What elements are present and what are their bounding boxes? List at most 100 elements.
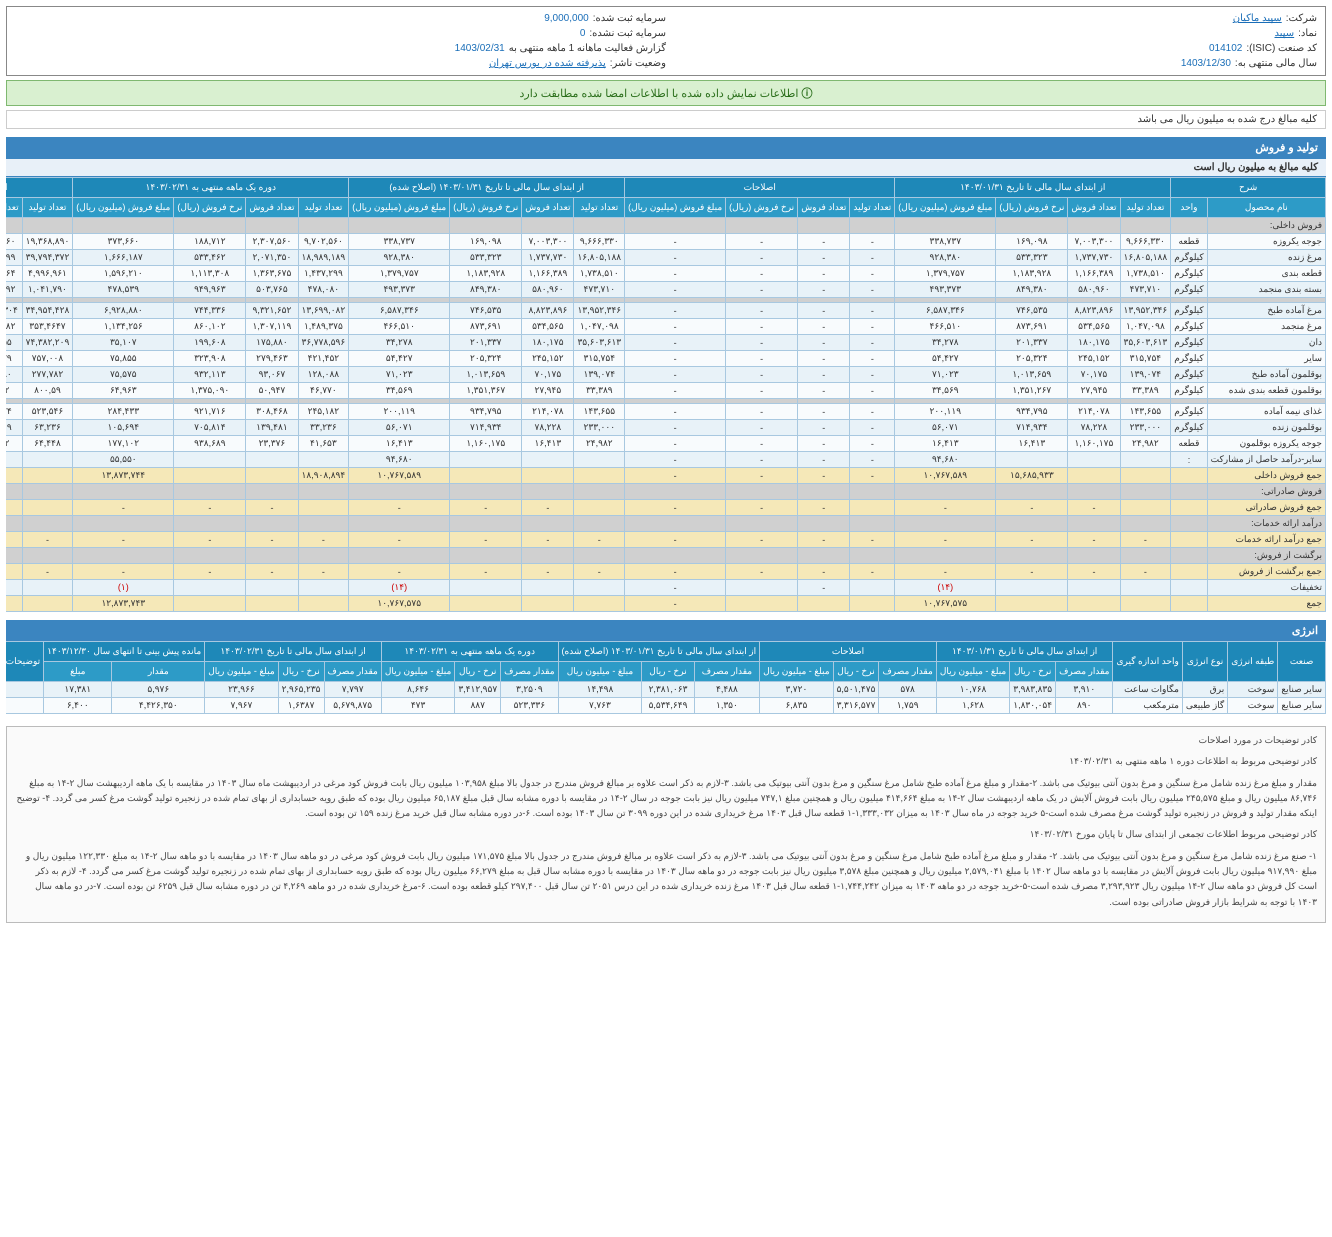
cell: ۲۳,۹۶۶ xyxy=(205,682,278,698)
cell: ۱,۱۸۳,۹۲۸ xyxy=(996,266,1068,282)
cell: - xyxy=(726,532,798,548)
cell: ۲,۰۷۱,۳۵۰ xyxy=(246,250,298,266)
cell xyxy=(450,596,522,612)
cell xyxy=(574,218,625,234)
cell: ۲۷,۹۴۵ xyxy=(1068,383,1120,399)
cell: ۱,۰۴۷,۰۹۸ xyxy=(574,319,625,335)
cell: درآمد ارائه خدمات: xyxy=(1207,516,1325,532)
cell: - xyxy=(625,367,726,383)
cell xyxy=(246,484,298,500)
label: وضعیت ناشر: xyxy=(610,58,666,69)
cell: جمع برگشت از فروش xyxy=(1207,564,1325,580)
cell: ۱,۳۷۹,۷۵۷ xyxy=(349,266,450,282)
cell xyxy=(1068,452,1120,468)
cell: - xyxy=(726,452,798,468)
cell: - xyxy=(625,564,726,580)
notes-box: کادر توضیحات در مورد اصلاحات کادر توضیحی… xyxy=(6,726,1326,923)
col: تعداد تولید xyxy=(1120,198,1171,218)
label: نماد: xyxy=(1298,28,1317,39)
cell xyxy=(574,484,625,500)
col-group: از ابتدای سال مالی تا تاریخ ۱۴۰۳/۰۱/۳۱ (… xyxy=(349,178,625,198)
cell xyxy=(73,548,174,564)
cell xyxy=(1120,468,1171,484)
cell xyxy=(298,596,349,612)
cell: - xyxy=(625,303,726,319)
cell: - xyxy=(1120,564,1171,580)
cell xyxy=(1171,500,1207,516)
company-link[interactable]: سپید ماکیان xyxy=(1233,13,1282,24)
cell: ۳۰۸,۴۶۸ xyxy=(246,404,298,420)
cell: ۳۴,۵۶۹ xyxy=(895,383,996,399)
col: مبلغ - میلیون ریال xyxy=(381,662,454,682)
cell: ۸۴۹,۳۸۰ xyxy=(996,282,1068,298)
cell: ۱۰,۷۶۷,۵۸۹ xyxy=(349,468,450,484)
cell: ۴۹,۱۲۲ xyxy=(6,682,44,698)
cell: ۷۴۶,۵۳۵ xyxy=(450,303,522,319)
cell: ۳۵,۶۰۳,۶۱۳ xyxy=(574,335,625,351)
cell: ۱۰,۷۶۷,۵۷۵ xyxy=(349,596,450,612)
cell xyxy=(298,500,349,516)
symbol-link[interactable]: سپید xyxy=(1274,28,1294,39)
cell: - xyxy=(798,580,850,596)
cell: ۳۴,۹۵۴,۴۲۸ xyxy=(22,303,73,319)
cell xyxy=(1171,596,1207,612)
cell xyxy=(726,516,798,532)
cell: ۱۸,۱۹۵,۳۰۴ xyxy=(6,303,22,319)
cell xyxy=(522,580,574,596)
cell: ۱,۸۴۱,۶۸۲ xyxy=(6,319,22,335)
cell xyxy=(349,516,450,532)
cell: ۱,۳۶۳,۶۷۵ xyxy=(246,266,298,282)
cell: ۱,۵۹۶,۲۱۰ xyxy=(73,266,174,282)
cell: - xyxy=(1068,532,1120,548)
col: نرخ فروش (ریال) xyxy=(996,198,1068,218)
cell xyxy=(895,548,996,564)
cell: ۲۷۷,۷۸۲ xyxy=(22,367,73,383)
cell: ۱۸۸,۷۱۲ xyxy=(174,234,246,250)
cell: سوخت xyxy=(1228,682,1278,698)
cell: ۷,۷۶۳ xyxy=(558,698,642,714)
cell: - xyxy=(625,452,726,468)
label: سال مالی منتهی به: xyxy=(1235,58,1317,69)
cell: بوقلمون آماده طبخ xyxy=(1207,367,1325,383)
cell: ۷۸,۵۷۲ xyxy=(6,383,22,399)
publisher-status-link[interactable]: پذیرفته شده در بورس تهران xyxy=(489,58,606,69)
cell: ۱۳,۹۵۲,۳۴۶ xyxy=(1120,303,1171,319)
cell xyxy=(1171,532,1207,548)
cell: - xyxy=(798,303,850,319)
cell xyxy=(996,452,1068,468)
cell: - xyxy=(522,500,574,516)
cell xyxy=(174,452,246,468)
cell: - xyxy=(450,532,522,548)
cell xyxy=(73,484,174,500)
cell: - xyxy=(574,532,625,548)
cell xyxy=(1068,548,1120,564)
col: واحد xyxy=(1171,198,1207,218)
cell: ۷,۹۶۷ xyxy=(205,698,278,714)
cell xyxy=(298,516,349,532)
cell: سایر صنایع xyxy=(1278,698,1326,714)
cell: - xyxy=(726,436,798,452)
cell: ۱۷۷,۱۰۲ xyxy=(73,436,174,452)
cell: ۵,۶۷۹,۸۷۵ xyxy=(324,698,381,714)
cell: ۵۲۳,۵۴۶ xyxy=(22,404,73,420)
cell: ۳۷۳,۶۶۰ xyxy=(73,234,174,250)
cell: - xyxy=(726,367,798,383)
cell xyxy=(6,580,22,596)
cell xyxy=(1120,500,1171,516)
cell: ۱,۱۶۰,۱۷۵ xyxy=(1068,436,1120,452)
cell: - xyxy=(726,468,798,484)
cell: ۱,۰۱۳,۶۵۹ xyxy=(450,367,522,383)
cell: ۱,۶۶۶,۱۸۷ xyxy=(73,250,174,266)
cell xyxy=(1120,452,1171,468)
cell xyxy=(895,516,996,532)
cell: ۷۰,۱۷۵ xyxy=(522,367,574,383)
cell: - xyxy=(850,335,895,351)
cell: - xyxy=(850,436,895,452)
cell xyxy=(246,516,298,532)
cell: ۱۶,۴۱۳ xyxy=(895,436,996,452)
col: مقدار مصرف xyxy=(879,662,936,682)
cell: - xyxy=(798,250,850,266)
cell: جمع درآمد ارائه خدمات xyxy=(1207,532,1325,548)
cell: ۱,۳۰۷,۱۱۹ xyxy=(246,319,298,335)
cell xyxy=(349,484,450,500)
